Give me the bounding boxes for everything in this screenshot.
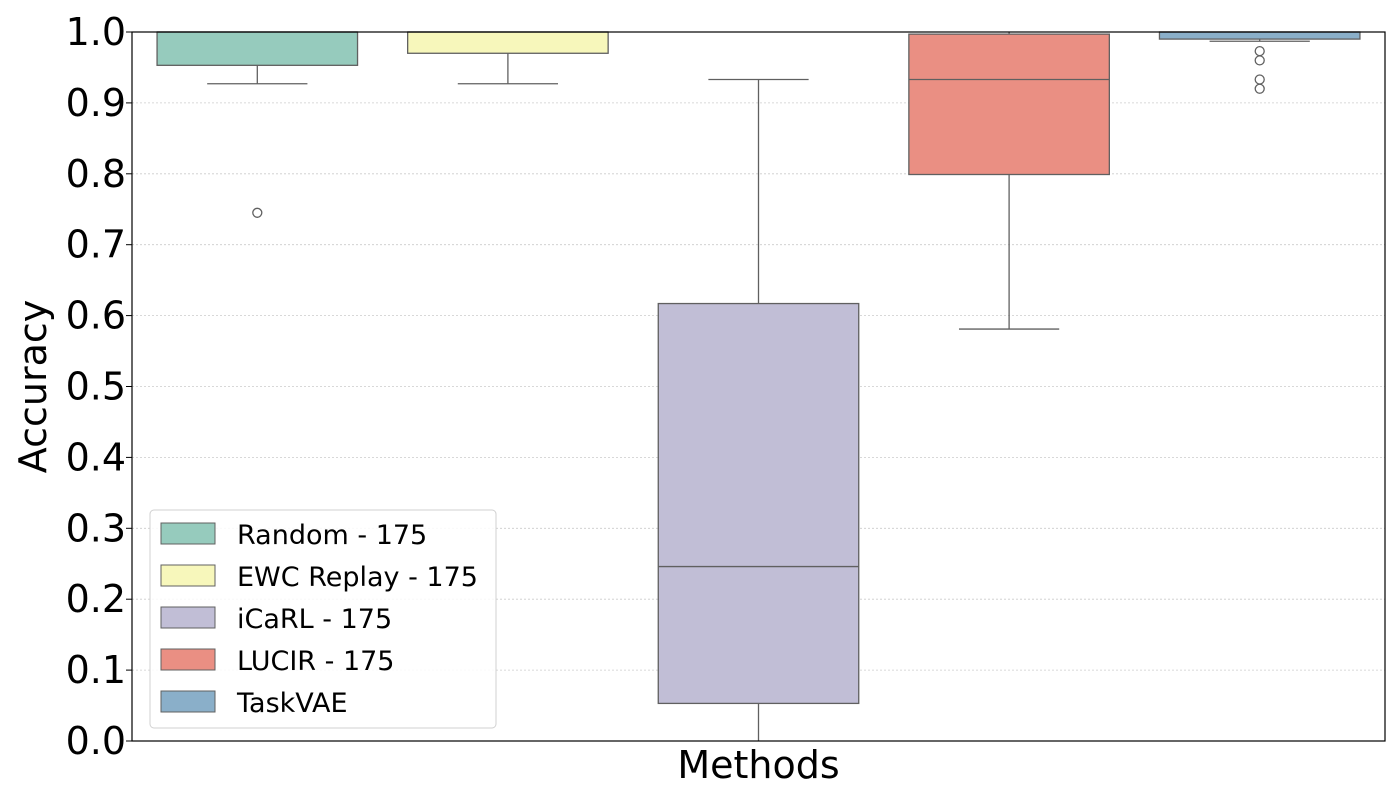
outlier-point [1254,83,1265,94]
y-tick-label: 0.1 [66,648,126,692]
outlier-point [252,207,263,218]
legend-label: TaskVAE [236,688,348,719]
box [407,31,609,54]
y-tick-label: 0.6 [66,294,126,338]
legend-swatch [160,648,216,671]
y-tick-label: 0.4 [66,435,126,479]
box-group [1158,31,1361,94]
box [908,33,1110,176]
legend-item: TaskVAE [160,688,348,719]
box-group [908,32,1110,330]
box [1158,31,1361,40]
legend-swatch [160,606,216,629]
legend-label: LUCIR - 175 [237,646,394,677]
legend: Random - 175 EWC Replay - 175 iCaRL - 175 L… [149,509,497,729]
outlier-point [1254,74,1265,85]
legend-label: Random - 175 [237,520,427,551]
y-tick-label: 0.0 [66,719,126,763]
box [156,31,359,66]
legend-swatch [160,690,216,713]
box [657,302,860,705]
legend-item: Random - 175 [160,520,427,551]
legend-item: EWC Replay - 175 [160,562,478,593]
legend-label: EWC Replay - 175 [237,562,478,593]
y-tick-label: 1.0 [66,10,126,54]
outlier-point [1254,45,1265,57]
legend-frame [149,509,497,729]
x-axis-label: Methods [677,743,839,787]
y-tick-label: 0.8 [66,152,126,196]
y-tick-label: 0.9 [66,81,126,125]
y-axis-label: Accuracy [11,300,55,474]
y-tick-label: 0.2 [66,577,126,621]
box-group [407,31,609,85]
legend-item: LUCIR - 175 [160,646,394,677]
box-group [657,78,860,741]
legend-label: iCaRL - 175 [237,604,392,635]
y-tick-label: 0.5 [66,365,126,409]
outlier-point [1254,55,1265,66]
y-tick-label: 0.3 [66,506,126,550]
box-group [156,31,359,218]
y-axis-ticks: 0.0 0.1 0.2 0.3 0.4 0.5 0.6 0.7 0.8 0.9 1.0 [66,10,132,763]
legend-swatch [160,522,216,545]
legend-swatch [160,564,216,587]
y-tick-label: 0.7 [66,223,126,267]
legend-item: iCaRL - 175 [160,604,392,635]
